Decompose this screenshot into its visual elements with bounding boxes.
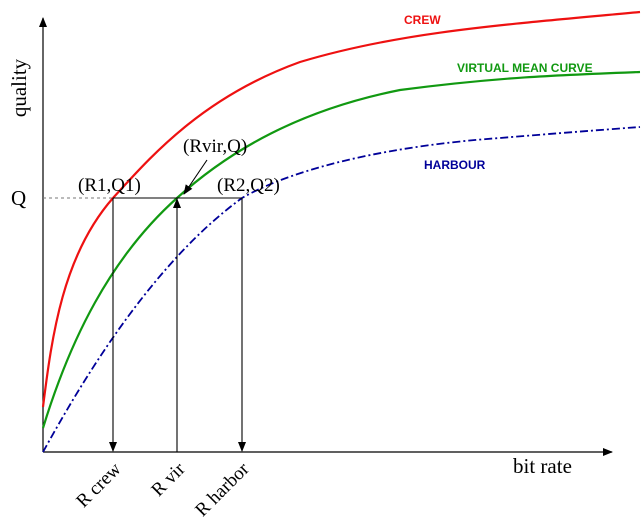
point-label-rvirq: (Rvir,Q) (183, 136, 247, 157)
q-tick-label: Q (11, 186, 26, 210)
rate-label-r-crew: R crew (72, 458, 125, 511)
virtual-mean-curve (41, 70, 641, 429)
x-axis-label: bit rate (513, 454, 572, 478)
harbour-curve-label: HARBOUR (424, 158, 486, 172)
crew-curve (41, 10, 641, 408)
rvir-q-pointer-arrow (183, 159, 208, 195)
y-axis-label: quality (7, 58, 31, 117)
rate-label-r-vir: R vir (147, 458, 190, 501)
point-label-r1q1: (R1,Q1) (78, 175, 141, 196)
virtual-mean-curve-label: VIRTUAL MEAN CURVE (457, 61, 593, 75)
crew-curve-label: CREW (404, 13, 441, 27)
point-label-r2q2: (R2,Q2) (217, 175, 280, 196)
harbour-curve (42, 126, 641, 453)
rate-label-r-harbor: R harbor (191, 458, 254, 521)
